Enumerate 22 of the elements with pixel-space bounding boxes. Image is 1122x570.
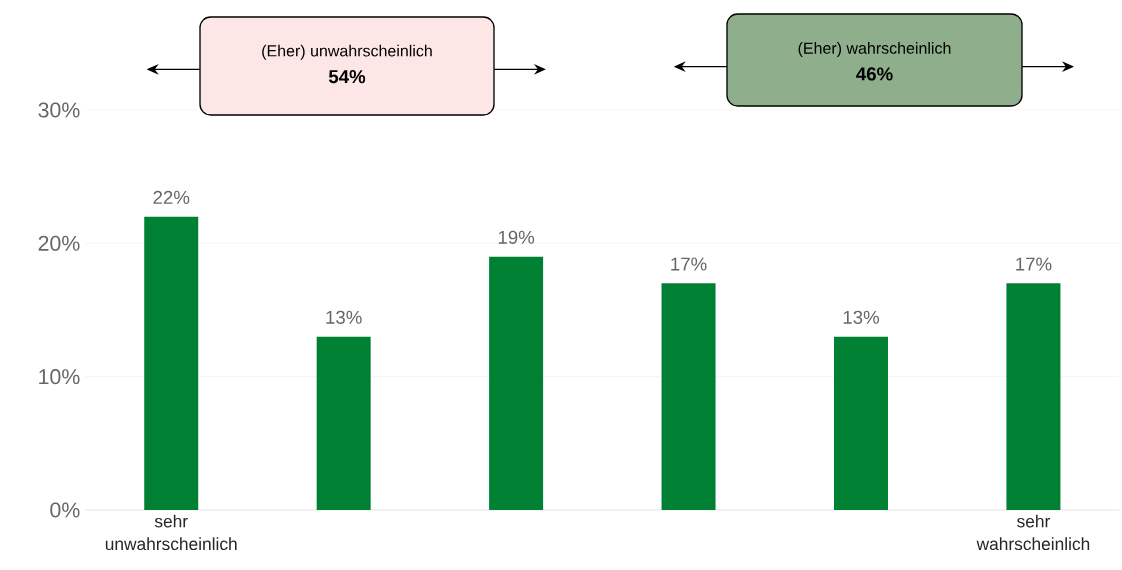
text: 46% xyxy=(856,67,893,81)
data-label: 19% xyxy=(498,230,535,244)
bar xyxy=(316,336,371,510)
x-tick-label: sehr wahrscheinlich xyxy=(976,514,1090,551)
data-label: 22% xyxy=(153,190,190,204)
data-label: 17% xyxy=(671,257,707,271)
y-tick-label: 0% xyxy=(50,502,80,518)
text: (Eher) wahrscheinlich xyxy=(798,42,951,57)
bar xyxy=(833,336,888,510)
bar xyxy=(661,283,716,510)
data-label: 13% xyxy=(326,310,362,324)
text: 54% xyxy=(328,70,366,84)
y-tick-label: 20% xyxy=(38,235,80,251)
bar xyxy=(489,256,544,510)
x-tick-label: sehr unwahrscheinlich xyxy=(105,514,237,551)
bar xyxy=(1006,283,1061,510)
text: (Eher) unwahrscheinlich xyxy=(262,44,432,60)
data-label: 13% xyxy=(843,310,879,324)
y-tick-label: 10% xyxy=(39,369,80,385)
bar xyxy=(144,216,199,510)
y-tick-label: 30% xyxy=(38,102,80,118)
data-label: 17% xyxy=(1016,257,1052,271)
